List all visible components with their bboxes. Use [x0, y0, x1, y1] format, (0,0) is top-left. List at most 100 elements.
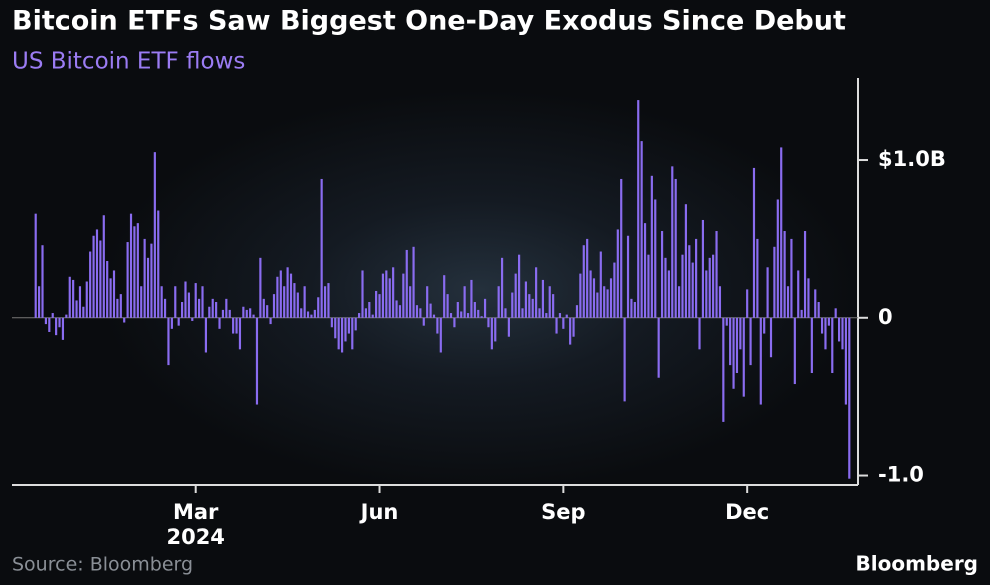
bar	[490, 317, 493, 350]
bar	[463, 286, 466, 318]
bar	[528, 294, 531, 318]
x-tick-label: Sep	[541, 500, 585, 524]
bar	[109, 278, 112, 318]
bar	[218, 317, 221, 329]
bar	[565, 314, 568, 318]
bar	[89, 251, 92, 318]
bar	[582, 245, 585, 318]
bar	[432, 314, 436, 318]
bar	[422, 317, 425, 326]
bar	[85, 281, 88, 318]
bar	[334, 317, 337, 339]
bar	[797, 270, 800, 318]
bar	[429, 303, 432, 318]
bar	[592, 278, 596, 318]
chart-subtitle: US Bitcoin ETF flows	[12, 49, 245, 75]
bar	[626, 235, 630, 318]
bar	[460, 311, 463, 318]
bar	[620, 178, 623, 318]
bar	[575, 305, 579, 318]
bar	[558, 313, 562, 318]
bar	[129, 213, 133, 318]
bar	[143, 238, 146, 318]
bar	[742, 317, 745, 397]
bar	[647, 254, 650, 318]
bar	[262, 298, 265, 318]
bar	[827, 317, 830, 326]
bar	[313, 309, 316, 318]
bar	[163, 298, 167, 318]
y-tick-label: $1.0B	[878, 147, 946, 171]
bar	[616, 229, 619, 318]
bar	[456, 302, 459, 318]
bar	[72, 279, 75, 318]
bar	[718, 286, 722, 318]
bar	[708, 257, 711, 318]
bar	[800, 309, 803, 318]
bar	[780, 147, 783, 318]
bar	[589, 270, 592, 318]
bar	[116, 298, 119, 318]
chart-title: Bitcoin ETFs Saw Biggest One-Day Exodus …	[12, 6, 846, 37]
bar	[327, 283, 330, 318]
bar	[674, 178, 677, 318]
bar	[769, 317, 773, 358]
bar	[194, 283, 197, 318]
bar	[640, 141, 643, 318]
bar	[817, 302, 820, 318]
bar	[807, 278, 810, 318]
bar	[483, 298, 487, 318]
bar	[439, 317, 442, 353]
bar	[844, 317, 847, 405]
bar	[524, 281, 527, 318]
bar	[820, 317, 824, 334]
bar	[783, 231, 786, 318]
bar	[303, 286, 306, 318]
bar	[480, 316, 483, 318]
bar	[586, 238, 589, 318]
bar	[776, 199, 779, 318]
bar	[500, 257, 504, 318]
bar	[681, 254, 684, 318]
bar	[44, 317, 48, 325]
bar	[695, 238, 698, 318]
bar	[569, 317, 572, 345]
bar	[58, 317, 61, 328]
bar	[698, 317, 701, 350]
bar	[249, 308, 252, 318]
brand: Bloomberg	[856, 552, 978, 576]
bar	[494, 317, 497, 342]
bar	[266, 305, 269, 318]
bar	[449, 313, 453, 318]
bar	[170, 317, 173, 329]
bar	[351, 317, 354, 350]
bar	[841, 317, 844, 350]
bar	[793, 317, 796, 385]
bar	[654, 199, 657, 318]
bar	[48, 317, 51, 332]
bar	[221, 309, 225, 318]
x-tick-label: Jun	[359, 500, 399, 524]
bar	[160, 286, 163, 318]
bar	[749, 317, 752, 366]
bar	[518, 254, 521, 318]
bar	[606, 289, 609, 318]
bar	[599, 251, 602, 318]
bar	[361, 270, 364, 318]
bar	[735, 317, 739, 373]
bar	[671, 166, 674, 318]
bar	[609, 278, 613, 318]
bar	[208, 306, 211, 318]
bar	[746, 289, 749, 318]
bar	[824, 317, 827, 350]
bar	[545, 313, 548, 318]
bar	[306, 311, 310, 318]
bar	[514, 273, 517, 318]
bar	[368, 302, 371, 318]
bar	[123, 317, 126, 323]
bar	[75, 300, 78, 318]
bar	[446, 294, 449, 318]
bar	[834, 308, 837, 318]
bar	[531, 298, 534, 318]
bar	[215, 302, 218, 318]
